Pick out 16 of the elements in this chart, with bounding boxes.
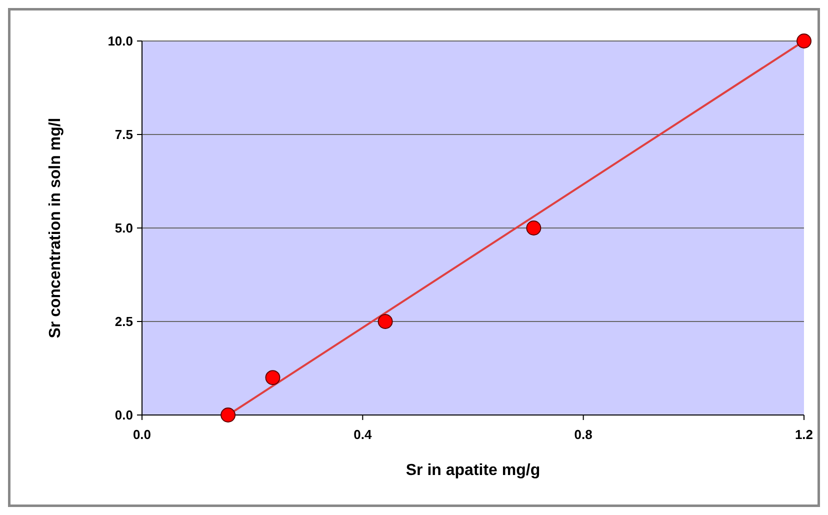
y-tick-label: 7.5 <box>114 127 133 142</box>
x-axis-title: Sr in apatite mg/g <box>406 462 540 479</box>
x-tick-label: 1.2 <box>794 427 814 442</box>
point <box>378 314 393 329</box>
y-axis-title: Sr concentration in soln mg/l <box>47 118 64 338</box>
point <box>526 220 542 236</box>
x-tick-label: 0.0 <box>132 427 152 442</box>
y-tick-label: 0.0 <box>114 408 133 423</box>
point <box>265 370 280 386</box>
y-tick-label: 2.5 <box>114 314 133 330</box>
point <box>220 408 236 422</box>
point <box>796 34 812 48</box>
x-tick-label: 0.8 <box>574 427 592 442</box>
x-tick-label: 0.4 <box>354 427 372 442</box>
y-tick-label: 10.0 <box>108 34 133 49</box>
y-tick-label: 5.0 <box>114 220 133 236</box>
